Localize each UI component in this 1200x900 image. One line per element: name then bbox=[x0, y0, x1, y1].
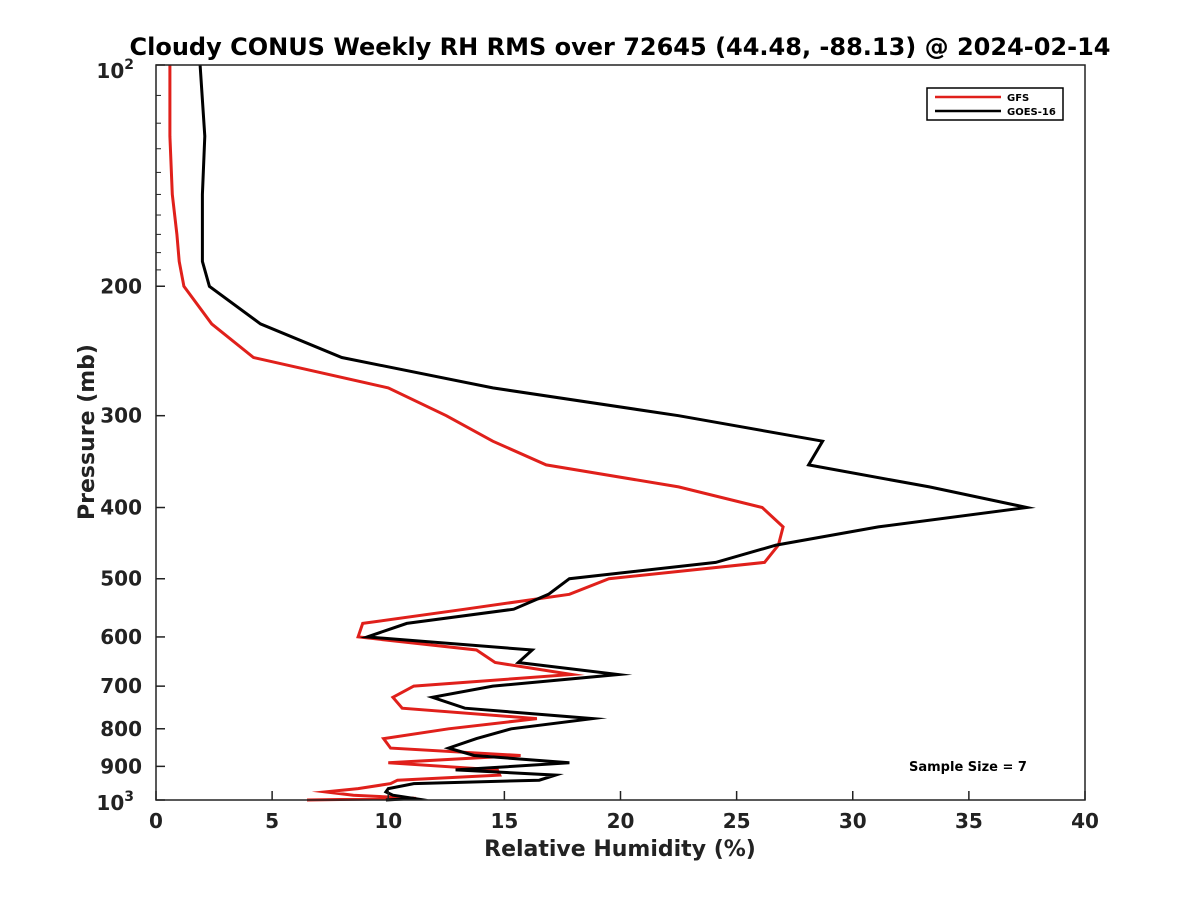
y-tick-label: 400 bbox=[100, 496, 142, 520]
y-tick-label: 200 bbox=[100, 274, 142, 298]
legend: GFS GOES-16 bbox=[926, 87, 1064, 121]
y-tick-label: 500 bbox=[100, 567, 142, 591]
y-tick-label: 900 bbox=[100, 754, 142, 778]
series-line-gfs bbox=[168, 65, 785, 802]
y-axis: 200 300 400 500 600 700 800 900 bbox=[100, 64, 165, 801]
x-tick-label: 10 bbox=[374, 809, 402, 833]
y-tick-label: 800 bbox=[100, 717, 142, 741]
y-tick-label-top: 102 bbox=[96, 57, 134, 83]
x-tick-label: 40 bbox=[1071, 809, 1099, 833]
x-tick-label: 15 bbox=[490, 809, 518, 833]
plot-area-frame bbox=[155, 64, 1086, 801]
y-tick-label-bottom: 103 bbox=[96, 789, 134, 815]
x-tick-label: 0 bbox=[149, 809, 163, 833]
legend-label-gfs: GFS bbox=[1007, 93, 1029, 104]
y-axis-label: Pressure (mb) bbox=[75, 344, 100, 520]
x-tick-label: 30 bbox=[839, 809, 867, 833]
series-line-goes16 bbox=[198, 64, 1036, 802]
x-axis-label: Relative Humidity (%) bbox=[484, 837, 756, 862]
y-tick-label: 300 bbox=[100, 404, 142, 428]
legend-box bbox=[926, 87, 1064, 121]
chart-title: Cloudy CONUS Weekly RH RMS over 72645 (4… bbox=[130, 33, 1111, 61]
y-tick-label: 700 bbox=[100, 674, 142, 698]
x-tick-label: 25 bbox=[723, 809, 751, 833]
x-axis: 0 5 10 15 20 25 30 35 40 bbox=[149, 791, 1099, 833]
sample-size-annotation: Sample Size = 7 bbox=[909, 760, 1027, 775]
legend-label-goes16: GOES-16 bbox=[1007, 107, 1056, 118]
x-tick-label: 35 bbox=[955, 809, 983, 833]
x-tick-label: 20 bbox=[607, 809, 635, 833]
y-tick-label: 600 bbox=[100, 625, 142, 649]
x-tick-label: 5 bbox=[265, 809, 279, 833]
series-layer bbox=[168, 64, 1036, 802]
